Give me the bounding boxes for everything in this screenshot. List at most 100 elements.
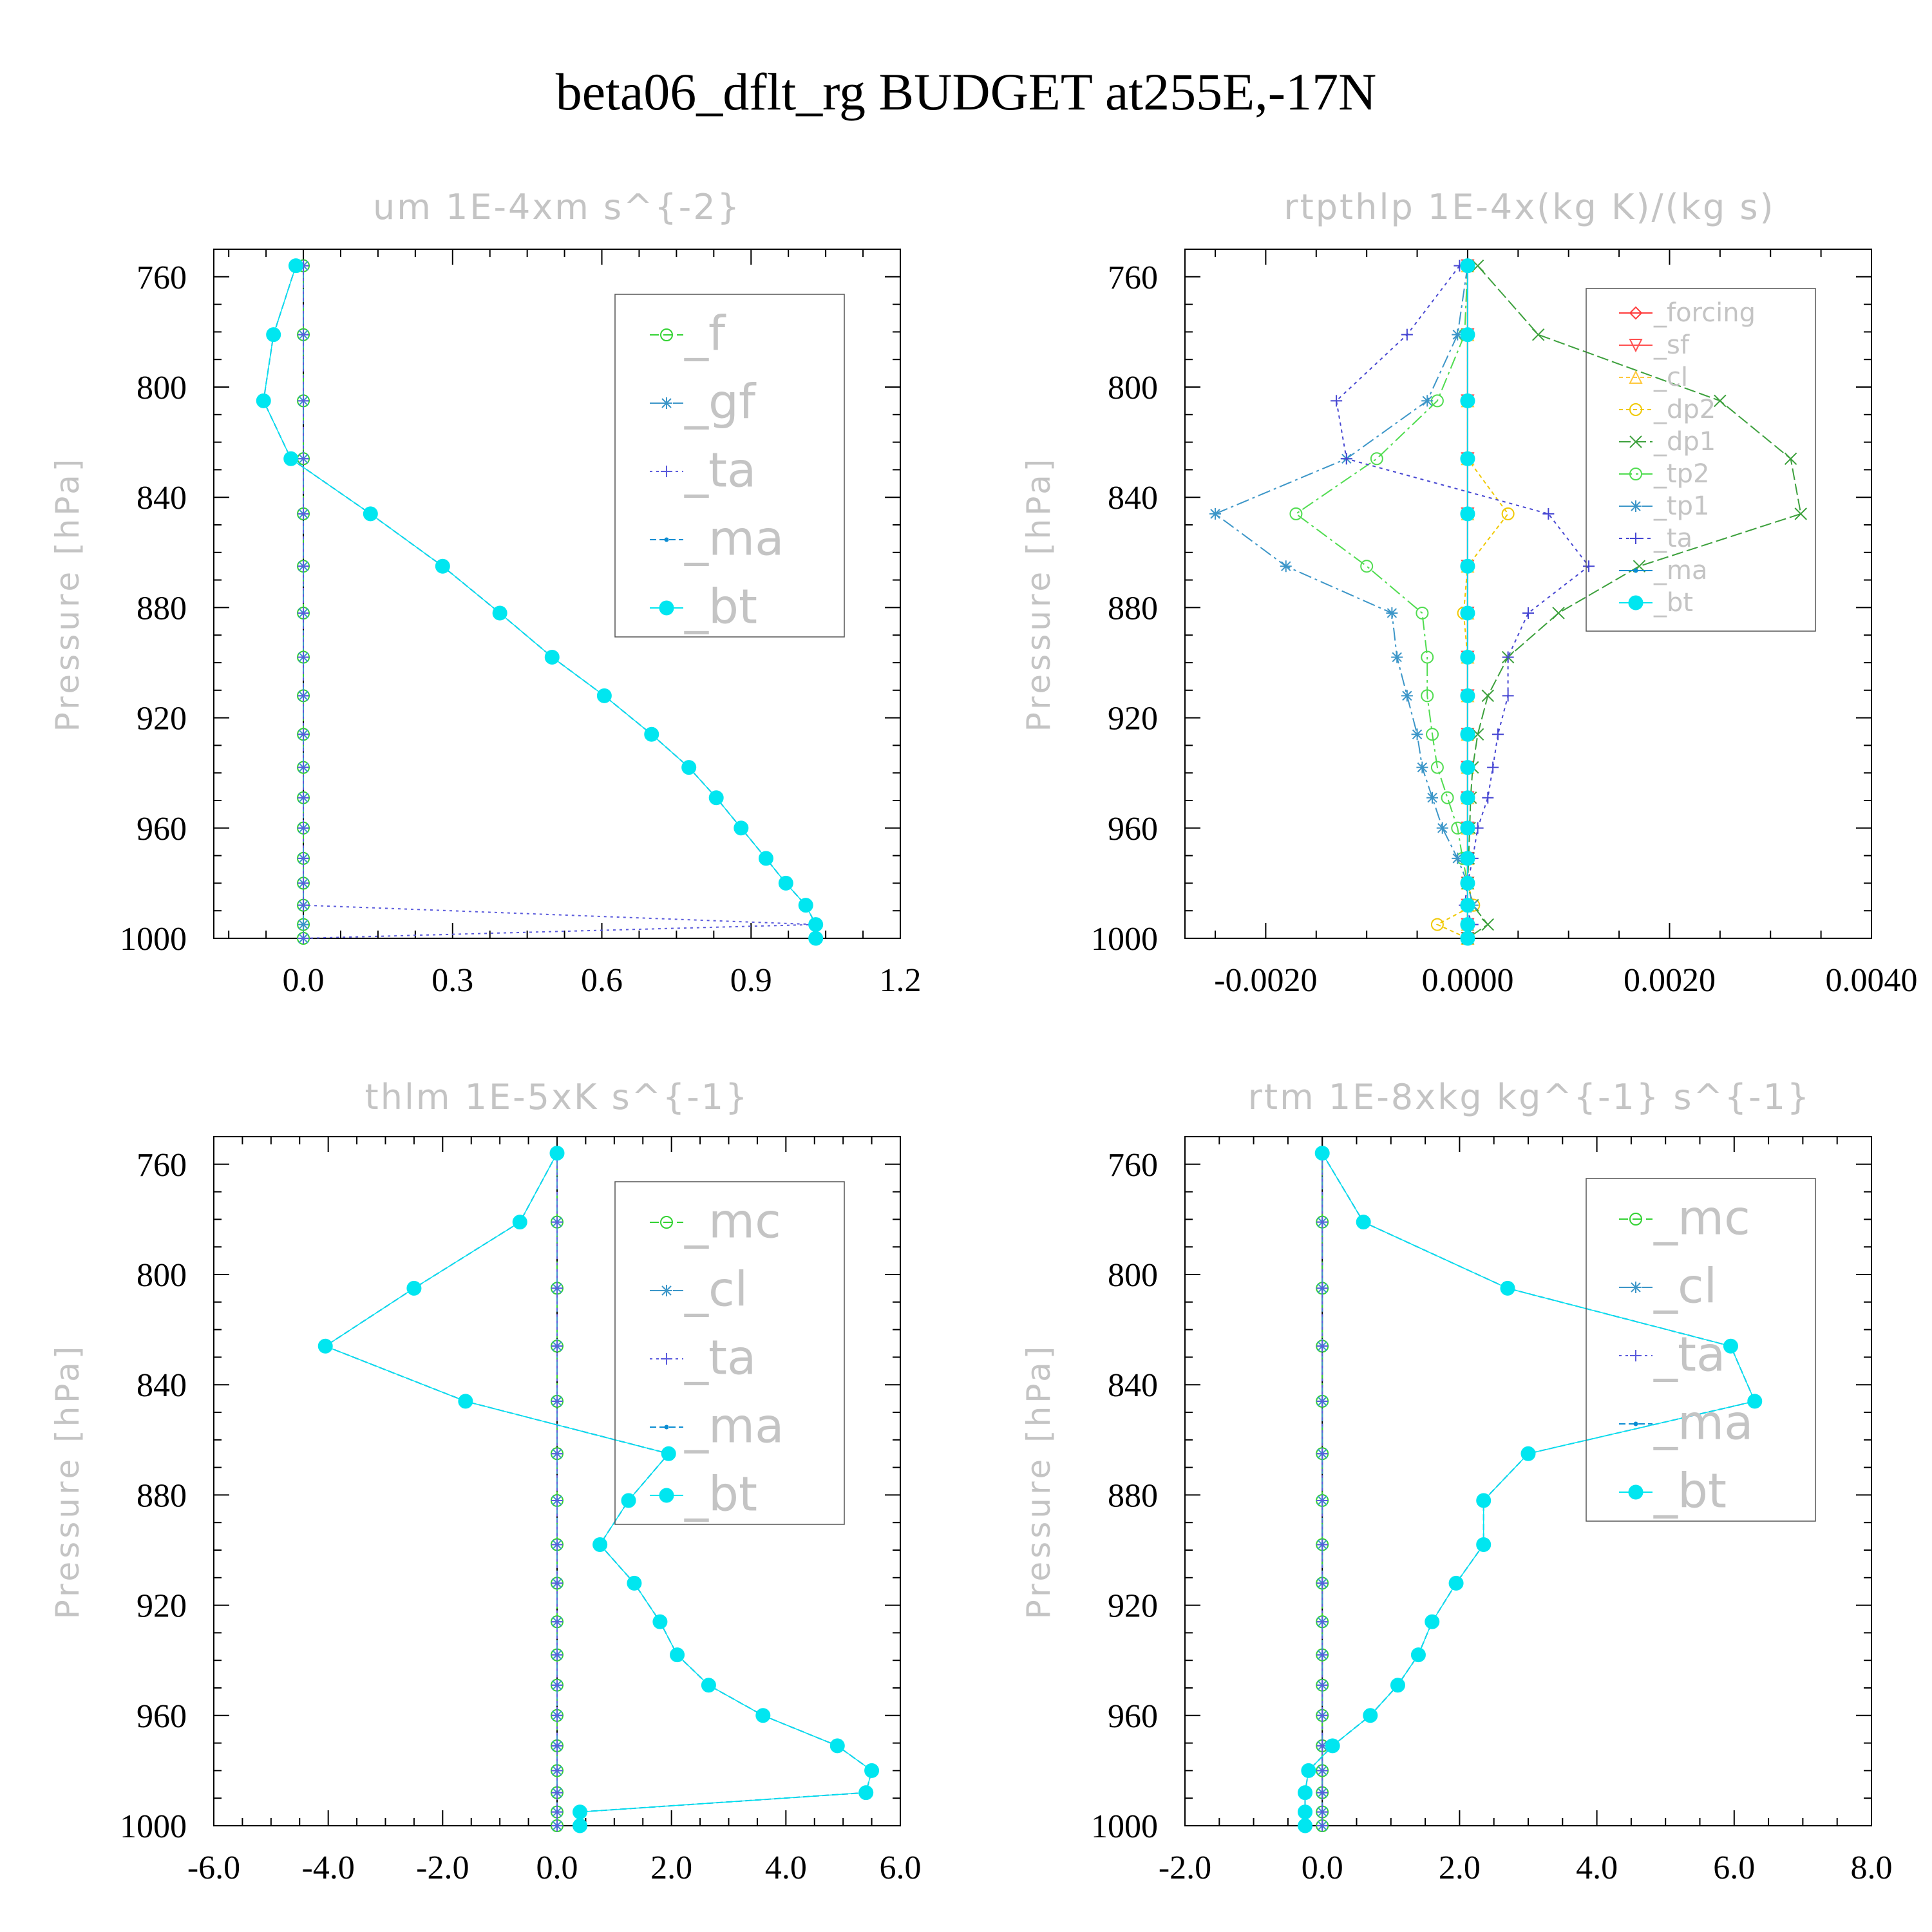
legend-marker [1630, 1350, 1642, 1361]
series-tp2 [1289, 259, 1474, 945]
legend-marker [1629, 435, 1642, 448]
series-line [1294, 265, 1468, 938]
data-point [298, 607, 310, 619]
legend-label: _tp2 [1653, 459, 1710, 489]
y-tick-label: 960 [137, 1698, 187, 1735]
data-point [1314, 1146, 1330, 1161]
data-point [1460, 393, 1475, 408]
data-point [1481, 689, 1494, 703]
x-tick-label: 0.0040 [1826, 962, 1918, 999]
legend-label: _mc [1653, 1191, 1750, 1246]
legend: _forcing_sf _cl _dp2 _dp1_tp2_tp1 _ta _ma _bt [1586, 288, 1816, 632]
data-point [551, 1806, 563, 1818]
data-point [1289, 507, 1303, 520]
data-point [1363, 1708, 1378, 1723]
legend-marker [661, 397, 672, 409]
series-line [324, 1153, 873, 1826]
legend-label: _forcing [1653, 298, 1756, 328]
data-point [798, 898, 813, 913]
data-point [551, 1679, 563, 1691]
x-tick-label: 2.0 [1439, 1850, 1481, 1886]
legend-marker [1628, 1484, 1643, 1500]
data-point [1370, 452, 1383, 466]
data-point [1401, 328, 1413, 341]
data-point [652, 1614, 668, 1629]
legend-label: _cl [684, 1262, 748, 1318]
data-point [1794, 507, 1807, 520]
data-point [551, 1616, 563, 1628]
data-point [778, 875, 793, 891]
data-point [298, 453, 310, 465]
plot-frame [1184, 1136, 1872, 1826]
data-point [406, 1280, 422, 1296]
legend: _mc _cl _ta _ma _bt [614, 1181, 845, 1525]
legend-entry: _cl [650, 1262, 748, 1318]
data-point [298, 395, 310, 407]
data-point [1460, 649, 1475, 665]
panel-rtpthlp: rtpthlp 1E-4x(kg K)/(kg s) 760 800 840 880 9… [1020, 187, 1918, 999]
y-tick-label: 1000 [120, 921, 187, 958]
data-point [1316, 1765, 1329, 1777]
legend: _mc _cl _ta _ma _bt [1586, 1178, 1816, 1522]
x-tick-label: 0.3 [431, 962, 473, 999]
x-tick-label: 4.0 [1576, 1850, 1618, 1886]
legend-marker [1628, 595, 1643, 611]
data-point [1356, 1215, 1371, 1230]
data-point [1714, 394, 1727, 408]
data-point [1448, 1575, 1464, 1591]
data-point [1552, 607, 1565, 620]
data-point [621, 1493, 636, 1508]
data-point [298, 933, 310, 944]
data-point [544, 649, 560, 665]
y-tick-label: 880 [1108, 1477, 1158, 1514]
data-point [551, 1539, 563, 1551]
data-point [1316, 1820, 1329, 1832]
legend-entry: _ta [650, 443, 756, 498]
data-point [298, 918, 310, 931]
data-point [1492, 728, 1504, 741]
data-point [1436, 822, 1448, 834]
series-line [1213, 265, 1473, 938]
data-point [1391, 651, 1403, 663]
data-point [1301, 1763, 1316, 1778]
x-tick-label: 4.0 [765, 1850, 807, 1886]
panel-title-rtpthlp: rtpthlp 1E-4x(kg K)/(kg s) [1283, 187, 1775, 227]
data-point [858, 1785, 874, 1801]
series-ta [1331, 260, 1595, 944]
data-point [670, 1647, 685, 1663]
data-point [758, 851, 773, 866]
data-point [1502, 651, 1514, 663]
data-point [1316, 1494, 1329, 1506]
data-point [288, 258, 303, 274]
legend-marker [660, 328, 673, 341]
data-point [1331, 395, 1343, 407]
legend-entry: _ta [650, 1331, 756, 1386]
data-point [1583, 560, 1595, 573]
x-tick-label: 0.0 [536, 1850, 578, 1886]
legend-label: _ta [1653, 524, 1692, 553]
legend-entry: _cl [1619, 1259, 1717, 1314]
panel-title-rtm: rtm 1E-8xkg kg^{-1} s^{-1} [1248, 1077, 1812, 1117]
plot-frame [213, 249, 901, 939]
y-tick-label: 800 [1108, 1257, 1158, 1294]
legend-label: _cl [1653, 363, 1688, 392]
y-tick-label: 760 [1108, 260, 1158, 296]
data-point [1460, 258, 1475, 274]
legend-marker [1629, 370, 1643, 384]
data-point [1280, 560, 1292, 573]
data-point [1425, 1614, 1440, 1629]
legend-entry: _gf [650, 375, 757, 430]
legend-marker [661, 466, 672, 477]
legend-label: _ta [1653, 1327, 1725, 1383]
y-tick-label: 800 [137, 370, 187, 406]
x-tick-label: -2.0 [416, 1850, 469, 1886]
y-tick-label: 920 [137, 1588, 187, 1625]
legend-label: _ta [684, 1331, 756, 1386]
legend-marker [659, 1488, 674, 1503]
legend-marker [1629, 403, 1642, 416]
y-axis-label: Pressure [hPa] [1020, 1343, 1057, 1620]
data-point [864, 1763, 880, 1778]
x-tick-label: -2.0 [1159, 1850, 1211, 1886]
data-point [1421, 650, 1434, 664]
x-tick-label: 0.0000 [1421, 962, 1513, 999]
